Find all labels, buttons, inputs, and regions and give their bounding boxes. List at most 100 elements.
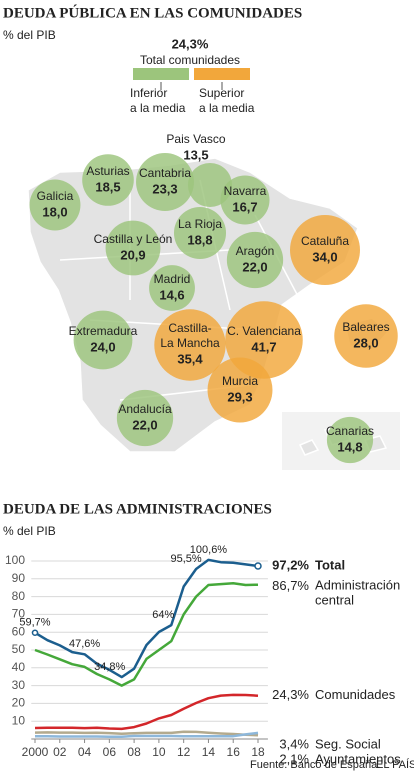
line-series: [34, 582, 259, 687]
region-name: Andalucía: [118, 402, 172, 416]
x-tick-label: 12: [177, 745, 191, 759]
region-value: 18,0: [42, 204, 67, 219]
region-value: 14,8: [337, 439, 362, 454]
y-tick-label: 40: [12, 660, 26, 674]
region-name: C. Valenciana: [227, 324, 301, 338]
legend-label: Superior a la media: [199, 86, 255, 115]
point-marker: [254, 562, 262, 570]
region-name: Pais Vasco: [166, 132, 225, 146]
region-value: 29,3: [227, 389, 252, 404]
legend-swatch: [194, 68, 250, 80]
chart-title: DEUDA PÚBLICA EN LAS COMUNIDADES: [3, 4, 302, 21]
x-tick-label: 08: [127, 745, 141, 759]
y-tick-label: 80: [12, 589, 26, 603]
y-tick-label: 90: [12, 571, 26, 585]
chart-subtitle: % del PIB: [3, 28, 56, 42]
bubble: [116, 389, 174, 447]
bubble: [136, 153, 194, 211]
x-tick-label: 14: [202, 745, 216, 759]
x-tick-label: 04: [78, 745, 92, 759]
bubble: [73, 310, 133, 370]
chart-title: DEUDA DE LAS ADMINISTRACIONES: [3, 501, 272, 517]
bubble: [154, 309, 226, 381]
legend-swatch: [133, 68, 189, 80]
line-series: [34, 558, 259, 679]
region-name: Extremadura: [69, 324, 138, 338]
region-value: 34,0: [312, 249, 337, 264]
x-tick-label: 18: [251, 745, 265, 759]
region-name: Canarias: [326, 424, 374, 438]
region-name: Madrid: [154, 272, 191, 286]
region-name: Cataluña: [301, 234, 349, 248]
end-value-label: 3,4%: [279, 736, 309, 751]
region-value: 22,0: [132, 417, 157, 432]
series-name: Total: [315, 557, 345, 572]
region-name: Aragón: [236, 244, 275, 258]
bubble: [226, 231, 284, 289]
bubble: [105, 220, 161, 276]
region-name: Murcia: [222, 374, 258, 388]
line-series: [34, 730, 259, 737]
region-value: 23,3: [152, 181, 177, 196]
series-name: Comunidades: [315, 687, 396, 702]
bubbles: [29, 153, 398, 464]
region-value: 16,7: [232, 199, 257, 214]
region-name: Navarra: [224, 184, 267, 198]
region-value: 35,4: [177, 351, 203, 366]
y-tick-label: 20: [12, 696, 26, 710]
region-name: Cantabria: [139, 166, 191, 180]
region-value: 13,5: [183, 147, 208, 162]
end-value-label: 86,7%: [272, 578, 309, 593]
x-tick-label: 16: [227, 745, 241, 759]
legend-total-name: Total comunidades: [140, 53, 240, 67]
y-tick-label: 50: [12, 642, 26, 656]
y-tick-label: 100: [5, 553, 25, 567]
y-tick-label: 10: [12, 713, 26, 727]
series-name: Ayuntamientos: [315, 751, 401, 766]
point-label: 47,6%: [69, 638, 100, 650]
bubble: [149, 265, 195, 311]
point-label: 34,8%: [94, 661, 125, 673]
end-value-label: 24,3%: [272, 687, 309, 702]
region-name: Baleares: [342, 320, 389, 334]
region-name: Castilla-La Mancha: [160, 321, 220, 350]
end-value-label: 97,2%: [272, 557, 309, 572]
x-tick-label: 10: [152, 745, 166, 759]
legend-label: Inferior a la media: [130, 86, 186, 115]
point-label: 59,7%: [19, 617, 50, 629]
bubble: [82, 154, 134, 206]
region-value: 28,0: [353, 335, 378, 350]
chart-subtitle: % del PIB: [3, 524, 56, 538]
point-label: 64%: [152, 609, 174, 621]
y-tick-label: 30: [12, 678, 26, 692]
region-value: 22,0: [242, 259, 267, 274]
point-label: 95,5%: [170, 553, 201, 565]
line-series: [34, 693, 259, 731]
region-name: Castilla y León: [94, 232, 173, 246]
bubble: [334, 304, 398, 368]
series-name: Administración central: [315, 578, 400, 608]
region-value: 14,6: [159, 287, 184, 302]
region-value: 41,7: [251, 339, 276, 354]
source: Fuente: Banco de España.: [250, 759, 380, 771]
line-series: [35, 731, 259, 738]
region-value: 18,5: [95, 179, 120, 194]
bubble: [29, 179, 81, 231]
bubble: [290, 215, 360, 285]
series-name: Seg. Social: [315, 736, 381, 751]
y-tick-label: 60: [12, 624, 26, 638]
point-marker: [31, 629, 39, 636]
point-label: 100,6%: [190, 544, 228, 556]
region-name: Asturias: [86, 164, 129, 178]
bubble: [326, 416, 374, 464]
region-name: Galicia: [37, 189, 74, 203]
x-tick-label: 2000: [22, 745, 49, 759]
bubble: [173, 206, 227, 260]
region-name: La Rioja: [178, 217, 222, 231]
region-value: 24,0: [90, 339, 115, 354]
y-tick-label: 70: [12, 607, 26, 621]
region-value: 20,9: [120, 247, 145, 262]
bubble: [207, 357, 273, 423]
x-tick-label: 02: [53, 745, 67, 759]
